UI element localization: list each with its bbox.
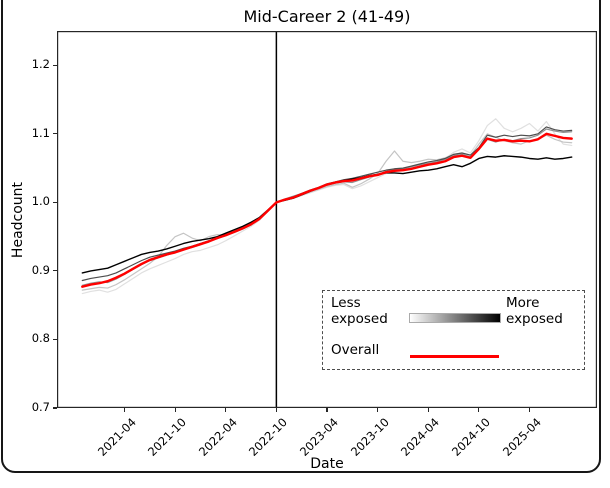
series-exposure-q1-least xyxy=(81,118,573,295)
y-tick-label: 0.9 xyxy=(31,262,50,277)
y-tick-mark xyxy=(53,338,57,341)
series-overall xyxy=(81,132,573,288)
legend-more-exposed-label: More exposed xyxy=(506,295,563,328)
x-tick-mark xyxy=(174,408,176,412)
x-tick-mark xyxy=(225,408,227,412)
x-tick-mark xyxy=(377,408,379,412)
y-tick-label: 1.2 xyxy=(31,57,50,72)
legend-overall-label: Overall xyxy=(331,342,380,358)
legend-less-exposed-label: Less exposed xyxy=(331,295,388,328)
y-tick-label: 0.7 xyxy=(31,400,50,414)
y-tick-label: 1.0 xyxy=(31,194,50,209)
x-tick-mark xyxy=(123,408,126,412)
x-tick-mark xyxy=(528,408,531,412)
x-tick-mark xyxy=(275,408,277,412)
overall-line-swatch xyxy=(410,355,499,359)
y-tick-mark xyxy=(53,407,57,409)
x-tick-mark xyxy=(478,408,480,412)
legend: Less exposed More exposed Overall xyxy=(322,290,585,370)
series-exposure-q3 xyxy=(81,128,573,286)
x-tick-mark xyxy=(427,408,429,412)
y-tick-label: 0.8 xyxy=(31,331,50,346)
plot-svg xyxy=(57,31,597,408)
y-tick-mark xyxy=(53,133,57,135)
y-tick-mark xyxy=(53,270,57,272)
exposure-gradient-bar xyxy=(409,313,501,323)
y-tick-label: 1.1 xyxy=(31,125,50,140)
x-tick-mark xyxy=(326,408,328,412)
y-tick-mark xyxy=(53,64,57,66)
plot-area xyxy=(57,31,597,408)
y-tick-mark xyxy=(53,201,57,203)
chart-title: Mid-Career 2 (41-49) xyxy=(243,7,411,26)
x-axis-label: Date xyxy=(310,456,344,472)
plot-spines xyxy=(57,31,597,408)
